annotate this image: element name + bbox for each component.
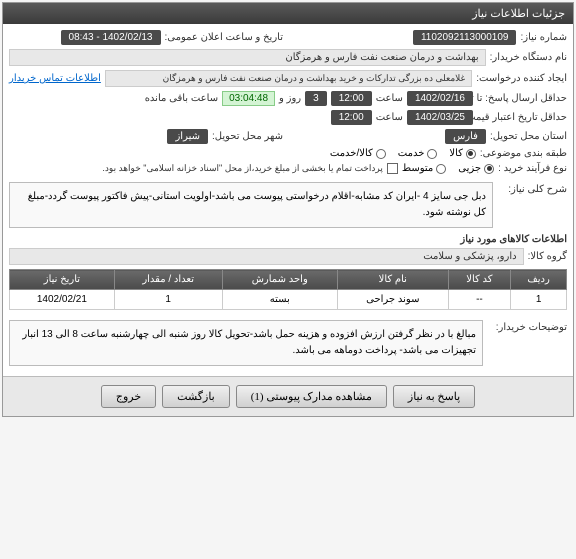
cell-name: سوند جراحی: [337, 290, 448, 310]
col-unit: واحد شمارش: [222, 270, 337, 290]
time-label-1: ساعت: [376, 93, 403, 104]
city-label: شهر محل تحویل:: [212, 131, 283, 142]
desc-text: دبل جی سایز 4 -ایران کد مشابه-اقلام درخو…: [9, 182, 493, 228]
cell-unit: بسته: [222, 290, 337, 310]
payment-note: پرداخت تمام یا بخشی از مبلغ خرید،از محل …: [102, 163, 382, 174]
radio-mid-circle: [436, 164, 446, 174]
countdown-timer: 03:04:48: [222, 91, 275, 106]
subject-radio-group: کالا خدمت کالا/خدمت: [330, 148, 476, 159]
cell-qty: 1: [114, 290, 222, 310]
button-row: پاسخ به نیاز مشاهده مدارک پیوستی (1) باز…: [3, 376, 573, 416]
need-no-value: 1102092113000109: [413, 30, 517, 45]
col-date: تاریخ نیاز: [10, 270, 115, 290]
validity-date: 1402/03/25: [407, 110, 473, 125]
main-panel: جزئیات اطلاعات نیاز شماره نیاز: 11020921…: [2, 2, 574, 417]
cell-date: 1402/02/21: [10, 290, 115, 310]
requester-value: غلامعلی ده بزرگی تدارکات و خرید بهداشت و…: [105, 70, 472, 87]
radio-both-label: کالا/خدمت: [330, 148, 373, 159]
subject-label: طبقه بندی موضوعی:: [480, 148, 567, 159]
remaining-label: ساعت باقی مانده: [145, 93, 218, 104]
radio-low-label: جزیی: [458, 163, 481, 174]
radio-service[interactable]: خدمت: [398, 148, 438, 159]
purchase-type-group: جزیی متوسط: [402, 163, 494, 174]
respond-button[interactable]: پاسخ به نیاز: [393, 385, 475, 408]
deadline-time: 12:00: [331, 91, 372, 106]
table-header-row: ردیف کد کالا نام کالا واحد شمارش تعداد /…: [10, 270, 567, 290]
panel-title: جزئیات اطلاعات نیاز: [3, 3, 573, 24]
group-value: دارو، پزشکی و سلامت: [9, 248, 524, 265]
org-label: نام دستگاه خریدار:: [490, 52, 567, 63]
back-button[interactable]: بازگشت: [162, 385, 230, 408]
exit-button[interactable]: خروج: [101, 385, 156, 408]
treasury-checkbox[interactable]: [387, 163, 398, 174]
radio-goods[interactable]: کالا: [449, 148, 476, 159]
validity-time: 12:00: [331, 110, 372, 125]
validity-label: حداقل تاریخ اعتبار قیمت: تا تاریخ:: [477, 112, 567, 123]
contact-link[interactable]: اطلاعات تماس خریدار: [9, 73, 101, 84]
group-label: گروه کالا:: [528, 251, 567, 262]
deadline-date: 1402/02/16: [407, 91, 473, 106]
radio-goods-circle: [466, 149, 476, 159]
col-idx: ردیف: [511, 270, 567, 290]
radio-low-circle: [484, 164, 494, 174]
city-value: شیراز: [167, 129, 208, 144]
attachments-button[interactable]: مشاهده مدارک پیوستی (1): [236, 385, 387, 408]
need-no-label: شماره نیاز:: [520, 32, 567, 43]
announce-value: 1402/02/13 - 08:43: [61, 30, 161, 45]
province-label: استان محل تحویل:: [490, 131, 567, 142]
requester-label: ایجاد کننده درخواست:: [476, 73, 567, 84]
day-label: روز و: [279, 93, 301, 104]
radio-low[interactable]: جزیی: [458, 163, 494, 174]
buyer-notes-label: توضیحات خریدار:: [487, 316, 567, 333]
deadline-label: حداقل ارسال پاسخ: تا تاریخ:: [477, 93, 567, 104]
buyer-notes-text: مبالغ با در نظر گرفتن ارزش افزوده و هزین…: [9, 320, 483, 366]
col-qty: تعداد / مقدار: [114, 270, 222, 290]
province-value: فارس: [445, 129, 486, 144]
radio-both-circle: [376, 149, 386, 159]
panel-body: شماره نیاز: 1102092113000109 تاریخ و ساع…: [3, 24, 573, 376]
cell-idx: 1: [511, 290, 567, 310]
col-name: نام کالا: [337, 270, 448, 290]
radio-goods-label: کالا: [449, 148, 463, 159]
desc-label: شرح کلی نیاز:: [497, 178, 567, 195]
radio-service-label: خدمت: [398, 148, 425, 159]
radio-both[interactable]: کالا/خدمت: [330, 148, 386, 159]
purchase-type-label: نوع فرآیند خرید :: [498, 163, 567, 174]
announce-label: تاریخ و ساعت اعلان عمومی:: [165, 32, 284, 43]
days-value: 3: [305, 91, 327, 106]
radio-service-circle: [427, 149, 437, 159]
col-code: کد کالا: [448, 270, 511, 290]
org-value: بهداشت و درمان صنعت نفت فارس و هرمزگان: [9, 49, 486, 66]
items-header: اطلاعات کالاهای مورد نیاز: [9, 234, 567, 245]
time-label-2: ساعت: [376, 112, 403, 123]
radio-mid[interactable]: متوسط: [402, 163, 446, 174]
cell-code: --: [448, 290, 511, 310]
table-row[interactable]: 1 -- سوند جراحی بسته 1 1402/02/21: [10, 290, 567, 310]
items-table: ردیف کد کالا نام کالا واحد شمارش تعداد /…: [9, 269, 567, 310]
radio-mid-label: متوسط: [402, 163, 433, 174]
